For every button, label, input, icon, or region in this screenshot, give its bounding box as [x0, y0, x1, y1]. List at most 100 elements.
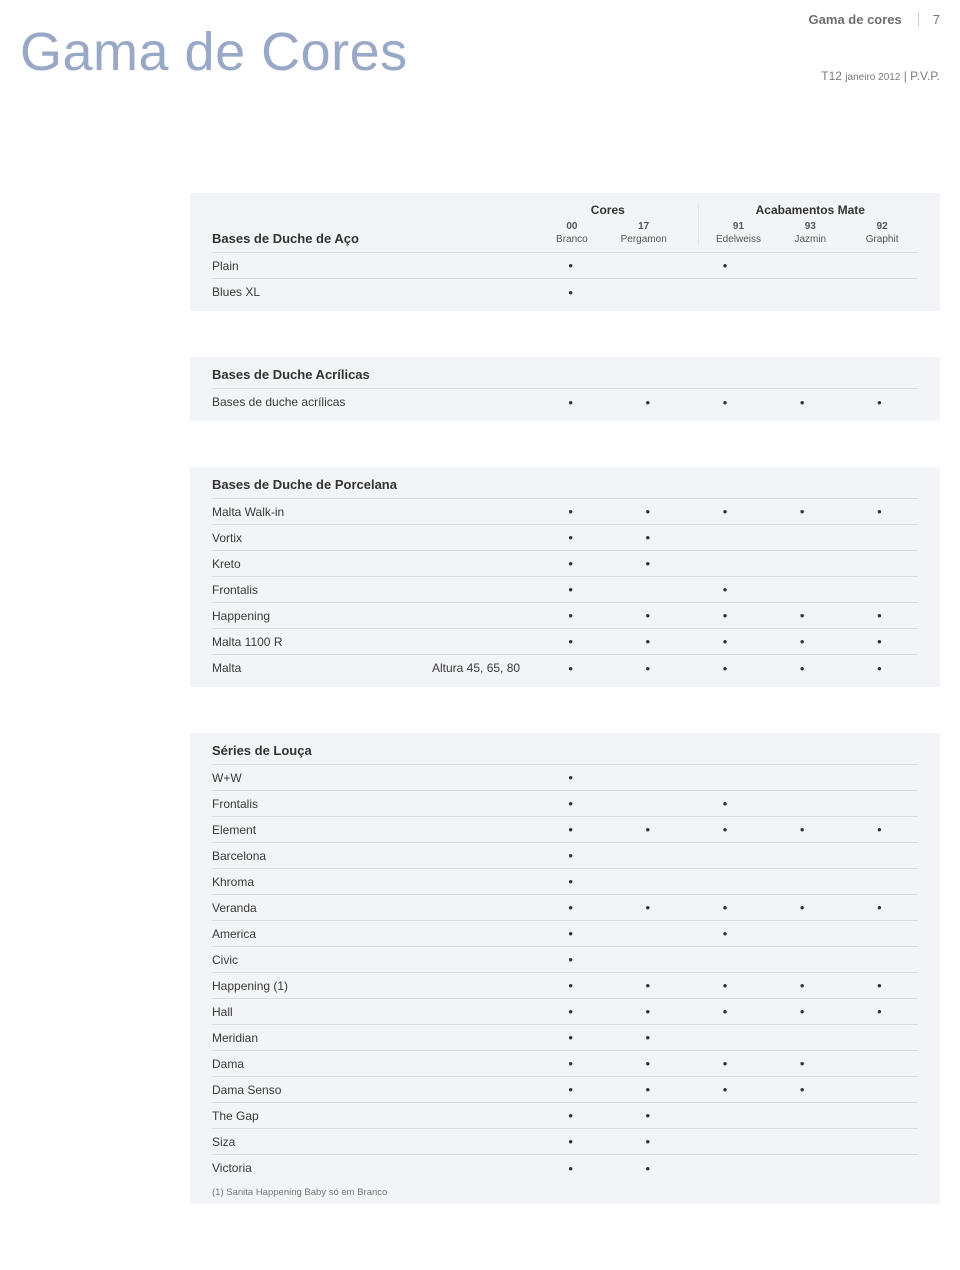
cell — [841, 797, 918, 810]
cell — [764, 1005, 841, 1018]
table-title: Bases de Duche Acrílicas — [212, 367, 432, 382]
cell — [609, 797, 686, 810]
table-header-row: Bases de Duche de AçoCores00Branco17Perg… — [212, 203, 918, 253]
table-row: Barcelona — [212, 843, 918, 869]
column-code: 93 — [774, 221, 846, 234]
row-label: W+W — [212, 771, 432, 785]
cell — [686, 1083, 763, 1096]
cell — [686, 823, 763, 836]
cell — [609, 1005, 686, 1018]
cell — [609, 979, 686, 992]
cell — [609, 1109, 686, 1122]
table-title: Séries de Louça — [212, 743, 432, 758]
row-label: Vortix — [212, 531, 432, 545]
cell — [841, 927, 918, 940]
row-cells — [532, 259, 918, 272]
cell — [841, 259, 918, 272]
cell — [764, 259, 841, 272]
cell — [609, 849, 686, 862]
cell — [609, 875, 686, 888]
cell — [764, 609, 841, 622]
cell — [841, 557, 918, 570]
table-row: Frontalis — [212, 791, 918, 817]
cell — [532, 1135, 609, 1148]
row-cells — [532, 609, 918, 622]
row-label: Veranda — [212, 901, 432, 915]
cell — [609, 557, 686, 570]
cell — [686, 797, 763, 810]
cell — [841, 771, 918, 784]
column-name: Branco — [556, 234, 588, 245]
cell — [686, 979, 763, 992]
cell — [764, 286, 841, 299]
table-row: Khroma — [212, 869, 918, 895]
cell — [532, 953, 609, 966]
cell — [532, 1083, 609, 1096]
cell — [532, 286, 609, 299]
cell — [686, 1135, 763, 1148]
cell — [841, 1109, 918, 1122]
cell — [764, 662, 841, 675]
table-block: Bases de Duche AcrílicasBases de duche a… — [190, 357, 940, 421]
row-cells — [532, 505, 918, 518]
table-row: Meridian — [212, 1025, 918, 1051]
column-name: Edelweiss — [716, 234, 761, 245]
table-title: Bases de Duche de Porcelana — [212, 477, 432, 492]
row-extra: Altura 45, 65, 80 — [432, 661, 532, 675]
title-row: Gama de Cores T12 janeiro 2012 | P.V.P. — [20, 21, 940, 83]
cell — [841, 1057, 918, 1070]
table-inner: Bases de Duche AcrílicasBases de duche a… — [190, 367, 940, 415]
row-label: Malta Walk-in — [212, 505, 432, 519]
cell — [532, 557, 609, 570]
row-cells — [532, 849, 918, 862]
table-title: Bases de Duche de Aço — [212, 231, 432, 246]
table-row: Happening (1) — [212, 973, 918, 999]
column-group: Acabamentos Mate91Edelweiss93Jazmin92Gra… — [698, 203, 918, 246]
table-row: Frontalis — [212, 577, 918, 603]
pvp-small: janeiro 2012 — [845, 72, 900, 83]
pvp-suffix: P.V.P. — [910, 69, 940, 83]
cell — [609, 927, 686, 940]
column-groups: Cores00Branco17PergamonAcabamentos Mate9… — [532, 203, 918, 246]
cell — [686, 953, 763, 966]
cell — [764, 875, 841, 888]
cell — [686, 557, 763, 570]
row-cells — [532, 953, 918, 966]
cell — [686, 1031, 763, 1044]
row-cells — [532, 1162, 918, 1175]
column-code: 00 — [536, 221, 608, 234]
table-row: Malta 1100 R — [212, 629, 918, 655]
row-cells — [532, 823, 918, 836]
cell — [609, 396, 686, 409]
row-cells — [532, 1109, 918, 1122]
cell — [532, 635, 609, 648]
column-label: 93Jazmin — [774, 221, 846, 246]
table-inner: Séries de LouçaW+WFrontalisElementBarcel… — [190, 743, 940, 1181]
row-label: Victoria — [212, 1161, 432, 1175]
cell — [686, 1005, 763, 1018]
cell — [532, 901, 609, 914]
row-cells — [532, 662, 918, 675]
table-row: Civic — [212, 947, 918, 973]
column-name: Jazmin — [794, 234, 826, 245]
cell — [532, 505, 609, 518]
cell — [609, 1031, 686, 1044]
table-block: Bases de Duche de AçoCores00Branco17Perg… — [190, 193, 940, 311]
cell — [841, 583, 918, 596]
row-label: Hall — [212, 1005, 432, 1019]
cell — [532, 259, 609, 272]
cell — [532, 797, 609, 810]
column-code: 91 — [703, 221, 775, 234]
cell — [841, 823, 918, 836]
cell — [764, 557, 841, 570]
cell — [609, 1135, 686, 1148]
cell — [841, 531, 918, 544]
column-label: 17Pergamon — [608, 221, 680, 246]
cell — [532, 771, 609, 784]
row-cells — [532, 901, 918, 914]
row-label: Kreto — [212, 557, 432, 571]
row-label: Civic — [212, 953, 432, 967]
cell — [841, 901, 918, 914]
row-label: The Gap — [212, 1109, 432, 1123]
row-cells — [532, 1083, 918, 1096]
